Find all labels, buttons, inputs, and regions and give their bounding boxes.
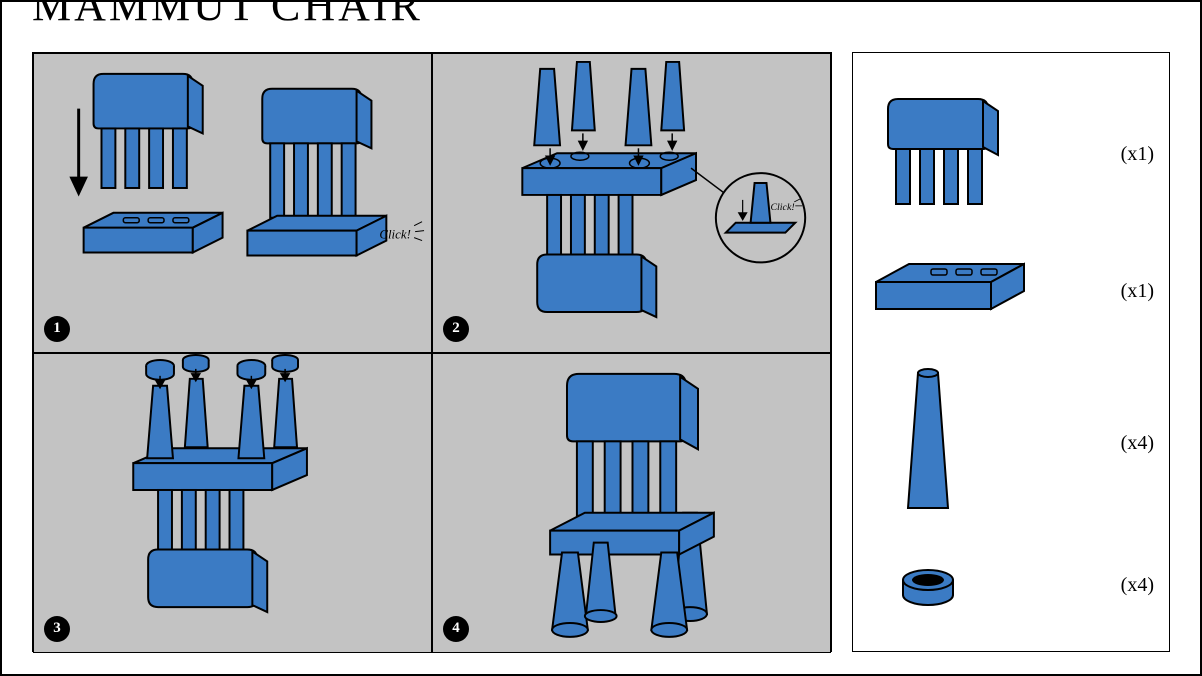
product-title: MAMMUT CHAIR (32, 0, 423, 31)
step-3-illustration (34, 354, 431, 652)
part-qty: (x1) (1121, 143, 1154, 166)
part-row-leg: (x4) (868, 368, 1154, 518)
part-row-foot-cap: (x4) (868, 560, 1154, 610)
step-number-badge: 1 (44, 316, 70, 342)
step-number-badge: 2 (443, 316, 469, 342)
part-qty: (x4) (1121, 432, 1154, 455)
svg-text:Click!: Click! (770, 202, 794, 213)
step-panel-3: 3 (33, 353, 432, 653)
part-leg-icon (868, 368, 988, 518)
step-number-badge: 4 (443, 616, 469, 642)
part-row-seat: (x1) (868, 256, 1154, 326)
part-backrest-icon (868, 94, 1018, 214)
parts-panel: (x1) (x1) (852, 52, 1170, 652)
step-2-illustration: Click! (433, 54, 830, 352)
content-row: Click! 1 (32, 52, 1170, 652)
step-number-badge: 3 (44, 616, 70, 642)
step-1-illustration: Click! (34, 54, 431, 352)
step-panel-4: 4 (432, 353, 831, 653)
click-label-1: Click! (379, 228, 411, 242)
step-panel-1: Click! 1 (33, 53, 432, 353)
part-foot-cap-icon (868, 560, 988, 610)
part-qty: (x4) (1121, 574, 1154, 597)
part-qty: (x1) (1121, 280, 1154, 303)
step-panel-2: Click! 2 (432, 53, 831, 353)
steps-grid: Click! 1 (32, 52, 832, 652)
instruction-page: MAMMUT CHAIR (0, 0, 1202, 676)
part-row-backrest: (x1) (868, 94, 1154, 214)
step-4-illustration (433, 354, 830, 652)
part-seat-icon (868, 256, 1028, 326)
